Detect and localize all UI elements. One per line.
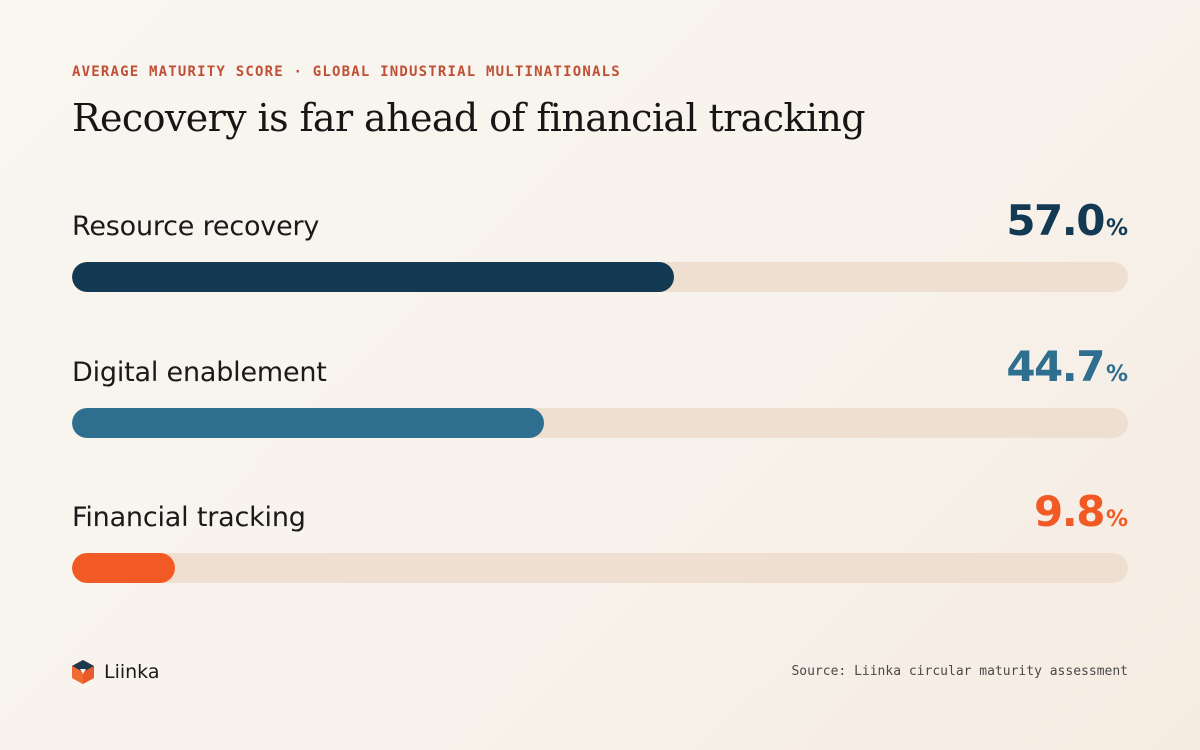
chart-title: Recovery is far ahead of financial track… [72, 96, 866, 140]
eyebrow-label: AVERAGE MATURITY SCORE · GLOBAL INDUSTRI… [72, 64, 621, 80]
bar-value-unit: % [1105, 362, 1128, 387]
bar-category-label: Resource recovery [72, 211, 320, 242]
bar-category-label: Digital enablement [72, 357, 327, 388]
bar-row: Financial tracking 9.8% [72, 483, 1128, 583]
bar-track [72, 408, 1128, 438]
bar-value-number: 9.8 [1034, 487, 1105, 536]
bar-value-unit: % [1105, 216, 1128, 241]
bar-value-number: 44.7 [1006, 342, 1105, 391]
bar-fill [72, 553, 176, 583]
bar-value-label: 44.7% [1006, 346, 1128, 388]
liinka-logo-icon [72, 660, 94, 684]
bar-row: Digital enablement 44.7% [72, 338, 1128, 438]
bar-value-label: 9.8% [1034, 491, 1128, 533]
brand-name: Liinka [104, 661, 160, 683]
source-note: Source: Liinka circular maturity assessm… [791, 664, 1128, 679]
bar-value-number: 57.0 [1006, 196, 1105, 245]
bar-value-label: 57.0% [1006, 200, 1128, 242]
bar-row: Resource recovery 57.0% [72, 192, 1128, 292]
brand-logo[interactable]: Liinka [72, 660, 160, 684]
bar-track [72, 262, 1128, 292]
bar-category-label: Financial tracking [72, 502, 306, 533]
bar-value-unit: % [1105, 507, 1128, 532]
bar-fill [72, 262, 674, 292]
bar-fill [72, 408, 545, 438]
bar-chart: Resource recovery 57.0% Digital enablement… [72, 0, 1128, 750]
bar-track [72, 553, 1128, 583]
